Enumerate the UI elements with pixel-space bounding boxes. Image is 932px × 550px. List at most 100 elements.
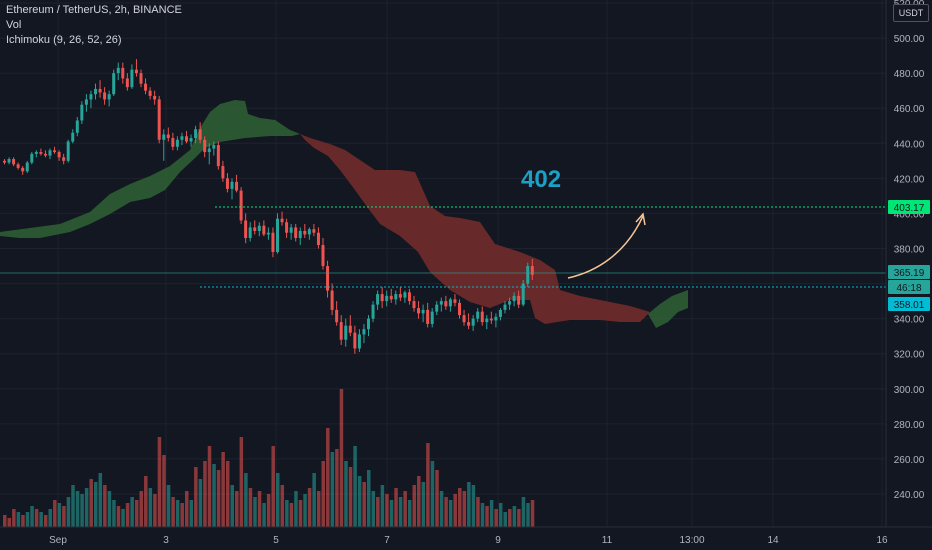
candle [248, 222, 252, 242]
volume-bar [280, 485, 285, 527]
candle [367, 315, 370, 337]
volume-bar [394, 488, 398, 527]
symbol-title[interactable]: Ethereum / TetherUS, 2h, BINANCE [6, 4, 182, 16]
volume-bar [371, 491, 376, 527]
candle [476, 308, 480, 323]
volume-bar [458, 488, 462, 527]
volume-bar [103, 485, 107, 527]
candle [271, 227, 275, 258]
volume-bar [194, 467, 198, 527]
candle [94, 83, 97, 100]
volume-bar [476, 497, 480, 527]
volume-bar [48, 509, 52, 527]
candle [230, 178, 234, 200]
candle [417, 301, 421, 319]
volume-bar [480, 503, 485, 527]
candle [148, 87, 152, 100]
time-tick-label: 14 [767, 535, 779, 546]
candle [362, 323, 366, 344]
price-badge: 46:18 [888, 280, 930, 294]
candle [39, 148, 43, 156]
time-tick-label: 13:00 [679, 535, 704, 546]
time-tick-label: 11 [602, 535, 613, 546]
volume-bar [448, 500, 453, 527]
candle [262, 220, 266, 237]
candle [266, 227, 270, 240]
volume-bar [166, 485, 171, 527]
candle [66, 139, 70, 163]
volume-indicator-label[interactable]: Vol [6, 19, 22, 31]
price-badge: 403.17 [888, 200, 930, 214]
candle [25, 160, 29, 174]
volume-bar [66, 497, 71, 527]
volume-bar [326, 428, 330, 527]
volume-bar [75, 491, 80, 527]
candle [394, 290, 398, 305]
candle [185, 131, 188, 144]
candle [357, 329, 361, 352]
volume-bar [221, 452, 225, 527]
volume-bar [298, 500, 303, 527]
volume-bar [467, 482, 471, 527]
candle [376, 290, 380, 310]
volume-bar [53, 500, 57, 527]
volume-bar [376, 497, 380, 527]
volume-bar [157, 437, 162, 527]
volume-bar [216, 470, 221, 527]
volume-bar [444, 497, 448, 527]
volume-bar [230, 485, 234, 527]
candle [84, 94, 88, 112]
volume-bar [530, 500, 535, 527]
volume-bar [244, 473, 248, 527]
currency-label[interactable]: USDT [893, 4, 929, 22]
volume-bar [34, 509, 39, 527]
time-axis[interactable]: Sep 3 5 7 9 11 13:00 14 16 [0, 526, 932, 546]
volume-bar [339, 389, 344, 527]
candle [426, 302, 430, 328]
volume-bar [357, 476, 362, 527]
candle [298, 227, 302, 245]
volume-bar [417, 476, 421, 527]
volume-bar [389, 500, 394, 527]
volume-bar [207, 446, 212, 527]
volume-bar [57, 503, 62, 527]
volume-bar [403, 491, 407, 527]
volume-bar [80, 494, 84, 527]
volume-bar [12, 509, 16, 527]
candle [467, 313, 471, 330]
candle [508, 297, 512, 310]
volume-bar [116, 506, 121, 527]
volume-bar [107, 491, 112, 527]
candle [385, 290, 389, 307]
candle [239, 187, 243, 224]
volume-bar [362, 482, 366, 527]
volume-bar [330, 452, 335, 527]
candle [316, 227, 320, 249]
candle [462, 309, 466, 326]
candle [221, 160, 225, 182]
candle [503, 301, 507, 314]
time-tick-label: 5 [273, 535, 279, 546]
candle [175, 136, 179, 151]
svg-text:403.17: 403.17 [894, 203, 925, 214]
candle [125, 73, 129, 91]
candle [494, 313, 498, 328]
volume-bar [498, 503, 503, 527]
volume-bar [239, 437, 244, 527]
price-axis[interactable]: 520.00500.00480.00460.00440.00420.00400.… [885, 0, 925, 527]
candle [80, 101, 84, 124]
ichimoku-indicator-label[interactable]: Ichimoku (9, 26, 52, 26) [6, 34, 122, 46]
candle [75, 116, 79, 137]
volume-bar [235, 491, 239, 527]
volume-bar [185, 491, 189, 527]
price-badge: 365.19 [888, 265, 930, 279]
volume-bar [39, 512, 43, 527]
candle [216, 141, 220, 170]
volume-bar [485, 506, 489, 527]
candle [498, 308, 502, 321]
volume-bar [148, 488, 153, 527]
candle [348, 315, 352, 337]
candle [235, 174, 239, 193]
target-annotation[interactable]: 402 [521, 166, 562, 193]
